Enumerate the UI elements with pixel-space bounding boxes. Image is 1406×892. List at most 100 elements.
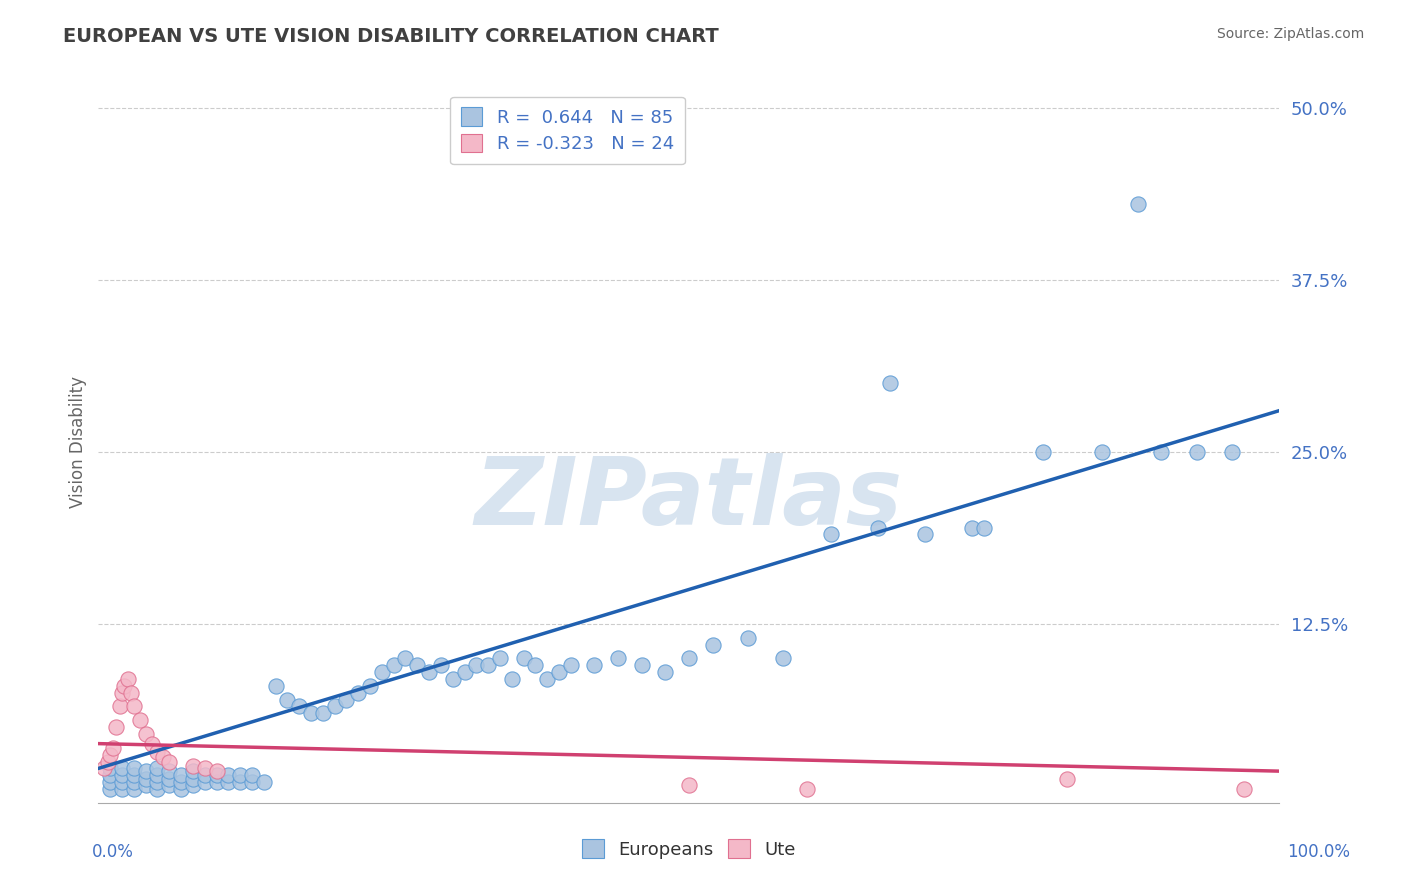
Point [217,775,239,789]
Point [418,665,440,679]
Point [97,755,120,769]
Point [536,672,558,686]
Point [1032,445,1054,459]
Point [312,706,335,721]
Point [157,778,180,792]
Point [796,782,818,797]
Point [112,679,135,693]
Point [678,651,700,665]
Point [135,727,157,741]
Point [1150,445,1173,459]
Point [323,699,346,714]
Point [229,768,252,782]
Text: Source: ZipAtlas.com: Source: ZipAtlas.com [1216,27,1364,41]
Point [181,758,204,772]
Point [737,631,759,645]
Point [117,672,139,686]
Point [111,761,134,775]
Point [240,775,263,789]
Point [205,768,228,782]
Point [359,679,381,693]
Point [146,761,169,775]
Point [157,764,180,779]
Point [205,764,228,779]
Point [194,775,217,789]
Point [98,747,121,762]
Point [264,679,287,693]
Point [111,686,134,700]
Point [879,376,901,390]
Point [181,772,204,787]
Point [217,768,239,782]
Point [347,686,370,700]
Point [453,665,475,679]
Point [654,665,676,679]
Point [548,665,571,679]
Point [501,672,523,686]
Point [489,651,512,665]
Point [157,772,180,787]
Text: 0.0%: 0.0% [91,843,134,861]
Point [122,768,145,782]
Point [288,699,311,714]
Point [465,658,488,673]
Point [146,768,169,782]
Point [477,658,499,673]
Point [108,699,131,714]
Text: ZIPatlas: ZIPatlas [475,453,903,545]
Point [111,775,134,789]
Point [146,745,169,759]
Text: 100.0%: 100.0% [1286,843,1350,861]
Point [122,699,145,714]
Point [678,778,700,792]
Y-axis label: Vision Disability: Vision Disability [69,376,87,508]
Point [121,686,143,700]
Point [135,764,157,779]
Point [820,527,842,541]
Point [335,692,357,706]
Text: EUROPEAN VS UTE VISION DISABILITY CORRELATION CHART: EUROPEAN VS UTE VISION DISABILITY CORREL… [63,27,718,45]
Point [170,782,193,797]
Point [1233,782,1256,797]
Point [181,778,204,792]
Point [914,527,936,541]
Point [98,768,121,782]
Point [93,761,115,775]
Point [111,768,134,782]
Point [583,658,606,673]
Point [1056,772,1078,787]
Point [135,778,157,792]
Point [962,520,984,534]
Point [524,658,547,673]
Point [170,775,193,789]
Point [430,658,453,673]
Point [772,651,794,665]
Point [229,775,252,789]
Point [299,706,322,721]
Point [101,740,124,755]
Point [276,692,298,706]
Point [98,775,121,789]
Point [253,775,276,789]
Point [382,658,405,673]
Point [141,737,163,751]
Point [105,720,128,734]
Point [630,658,652,673]
Point [98,761,121,775]
Point [181,764,204,779]
Point [194,761,217,775]
Point [122,775,145,789]
Point [441,672,464,686]
Point [157,755,180,769]
Point [406,658,429,673]
Point [1091,445,1114,459]
Point [973,520,995,534]
Point [135,772,157,787]
Point [98,782,121,797]
Point [170,768,193,782]
Point [1220,445,1243,459]
Point [111,782,134,797]
Point [866,520,889,534]
Point [152,750,174,764]
Point [607,651,630,665]
